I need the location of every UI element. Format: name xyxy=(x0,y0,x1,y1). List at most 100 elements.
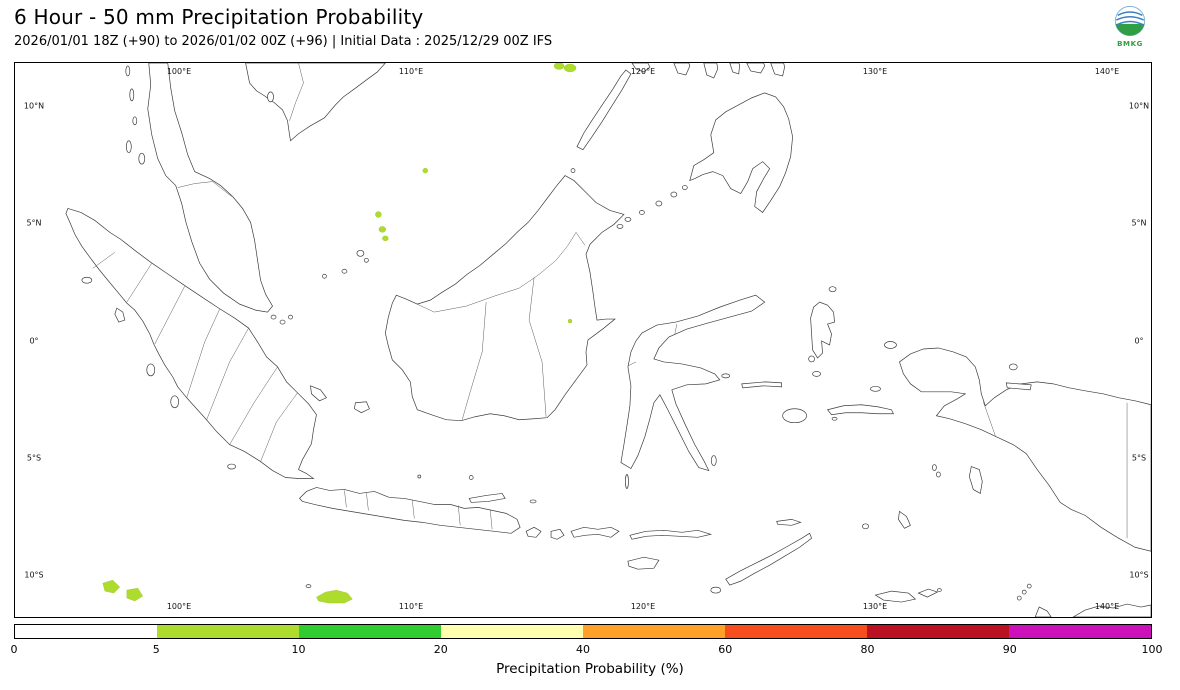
border-papua-prov xyxy=(983,401,996,436)
border-kalimantan-east xyxy=(528,277,547,417)
island-croker xyxy=(937,588,942,592)
island-rote xyxy=(710,586,722,594)
island-kai-2 xyxy=(936,471,941,478)
map: 100°E 110°E 120°E 130°E 140°E 100°E 110°… xyxy=(14,62,1152,618)
island-riau-1 xyxy=(270,314,277,320)
precip-spot xyxy=(422,167,428,174)
island-buton xyxy=(710,455,717,466)
colorbar-ticks: 0 5 10 20 40 60 80 90 100 xyxy=(10,643,1163,657)
island-riau-3 xyxy=(288,314,293,320)
island-riau-2 xyxy=(279,319,286,325)
island-christmas xyxy=(305,584,312,588)
coast-melville xyxy=(874,590,917,603)
colorbar-tick: 10 xyxy=(291,643,306,656)
border-sumatra-1 xyxy=(92,252,115,269)
border-vietnam-cambodia xyxy=(289,63,304,121)
lon-label-top: 120°E xyxy=(630,67,656,76)
coast-cobourg xyxy=(917,588,939,598)
colorbar-segment-60-80 xyxy=(725,625,867,638)
island-tanimbar xyxy=(898,510,911,529)
island-anambas-2 xyxy=(341,268,348,274)
lat-label-right: 10°N xyxy=(1128,101,1150,111)
island-waigeo xyxy=(884,341,897,349)
island-jolo xyxy=(655,200,663,207)
island-sumba xyxy=(627,556,660,570)
island-biak xyxy=(1008,363,1018,371)
island-bangka xyxy=(310,385,327,402)
lat-label-left: 10°N xyxy=(23,101,45,111)
lon-label-top: 100°E xyxy=(166,67,192,76)
island-andaman-1 xyxy=(125,65,131,77)
colorbar-segment-80-90 xyxy=(867,625,1009,638)
island-kai-1 xyxy=(932,464,937,471)
island-andaman-3 xyxy=(132,116,138,126)
island-misool xyxy=(870,385,881,392)
island-belitung xyxy=(354,401,370,414)
colorbar-tick: 0 xyxy=(10,643,18,656)
island-sumbawa xyxy=(570,526,620,538)
colorbar-tick: 5 xyxy=(152,643,160,656)
island-banggi xyxy=(570,168,576,173)
border-sumatra-7 xyxy=(260,392,298,462)
precip-spot xyxy=(316,589,353,604)
island-natuna-2 xyxy=(364,257,369,263)
border-java-5 xyxy=(489,509,493,530)
island-cebu xyxy=(729,63,741,75)
island-java xyxy=(299,487,521,534)
lon-label-bottom: 140°E xyxy=(1094,602,1120,611)
lat-label-left: 5°N xyxy=(26,218,42,228)
island-lombok xyxy=(550,528,565,540)
island-aru xyxy=(968,466,983,494)
island-wessel-1 xyxy=(1016,595,1022,601)
coast-gulf-poke xyxy=(1034,606,1052,617)
island-wetar xyxy=(776,518,802,526)
border-java-2 xyxy=(366,492,369,511)
lat-label-right: 10°S xyxy=(1129,570,1149,580)
precip-spot xyxy=(375,211,382,218)
border-java-4 xyxy=(457,505,461,526)
island-bawean xyxy=(468,475,474,480)
island-basilan xyxy=(681,185,688,190)
colorbar-segment-90-100 xyxy=(1009,625,1151,638)
island-malay-peninsula xyxy=(147,63,273,313)
border-java-3 xyxy=(412,500,415,519)
colorbar-tick: 20 xyxy=(433,643,448,656)
precip-spot xyxy=(553,63,565,70)
island-sulawesi xyxy=(620,294,766,472)
island-madura xyxy=(468,493,506,503)
colorbar-tick: 90 xyxy=(1002,643,1017,656)
island-timor xyxy=(725,532,813,586)
coast-australia-corner xyxy=(1072,603,1151,617)
island-mindanao xyxy=(689,92,793,213)
colorbar-segment-40-60 xyxy=(583,625,725,638)
island-sulu-3 xyxy=(639,210,645,215)
colorbar-segment-10-20 xyxy=(299,625,441,638)
island-flores xyxy=(629,529,713,540)
island-sulu-1 xyxy=(616,224,624,229)
island-phuket xyxy=(138,152,146,165)
island-karimunjawa xyxy=(417,474,422,479)
island-natuna-1 xyxy=(356,249,365,257)
island-mindoro xyxy=(631,63,651,73)
border-sumatra-6 xyxy=(229,366,278,445)
lat-label-left: 5°S xyxy=(26,453,42,463)
island-andaman-2 xyxy=(129,88,135,102)
colorbar xyxy=(14,624,1152,639)
island-leyte xyxy=(770,63,786,77)
island-obi xyxy=(812,371,821,377)
island-babar xyxy=(862,523,869,530)
island-enggano xyxy=(227,463,236,470)
island-anambas-1 xyxy=(322,273,327,279)
island-peleng xyxy=(721,373,731,379)
island-selayar xyxy=(625,474,629,489)
island-morotai xyxy=(828,286,837,293)
lat-label-left: 10°S xyxy=(24,570,44,580)
island-bali xyxy=(525,526,542,538)
coast-indochina xyxy=(245,63,386,142)
island-wessel-2 xyxy=(1021,589,1027,595)
border-sumatra-5 xyxy=(206,327,249,420)
lon-label-bottom: 120°E xyxy=(630,602,656,611)
lon-label-top: 130°E xyxy=(862,67,888,76)
lon-label-top: 110°E xyxy=(398,67,424,76)
